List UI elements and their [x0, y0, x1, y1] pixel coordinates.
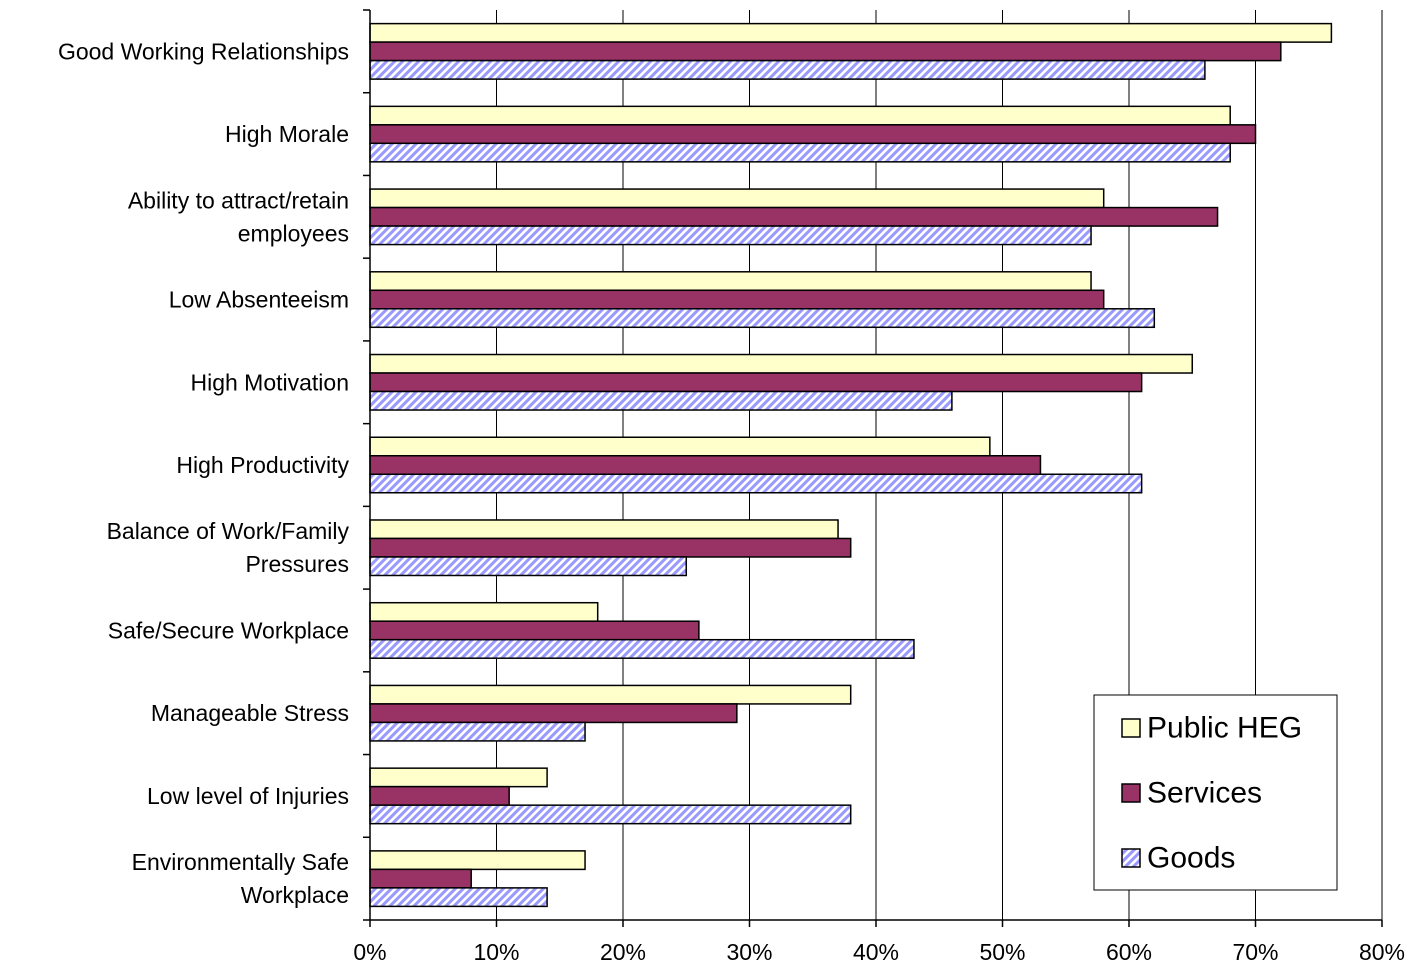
bar-goods [369, 308, 1156, 329]
x-tick-label: 10% [473, 939, 519, 965]
x-tick-label: 60% [1106, 939, 1152, 965]
bar-services [369, 703, 738, 724]
bar-public-heg [369, 519, 839, 540]
bar-public-heg [369, 601, 599, 622]
x-tick-label: 40% [853, 939, 899, 965]
category-labels: Good Working Relationships High Morale Abi… [58, 38, 350, 908]
category-label: Low level of Injuries [147, 783, 349, 809]
bar-services [369, 620, 700, 641]
bar-services [369, 41, 1282, 62]
bar-services [369, 537, 852, 558]
bar-goods [369, 887, 548, 908]
category-label: Manageable Stress [151, 700, 349, 726]
bar-services [369, 455, 1042, 475]
bar-services [369, 372, 1143, 393]
bar-public-heg [369, 105, 1231, 126]
bar-goods [369, 225, 1092, 246]
bar-goods [369, 59, 1206, 80]
bar-public-heg [369, 22, 1333, 43]
bar-goods [369, 556, 687, 577]
legend: Public HEG Services Goods [1093, 694, 1338, 891]
legend-label: Services [1147, 777, 1262, 810]
bar-services [369, 289, 1105, 310]
bar-goods [369, 804, 852, 825]
axes [363, 9, 1383, 927]
legend-swatch [1121, 783, 1141, 803]
category-label: High Productivity [176, 452, 349, 478]
bar-services [369, 124, 1257, 145]
x-tick-label: 30% [726, 939, 772, 965]
legend-label: Goods [1147, 842, 1235, 875]
bar-services [369, 868, 472, 889]
bar-public-heg [369, 271, 1092, 292]
bar-goods [369, 473, 1143, 494]
x-tick-label: 80% [1359, 939, 1405, 965]
bar-public-heg [369, 684, 852, 705]
bar-goods [369, 142, 1231, 163]
legend-swatch [1121, 718, 1141, 738]
x-tick-label: 20% [600, 939, 646, 965]
bar-public-heg [369, 436, 991, 457]
bar-public-heg [369, 767, 548, 788]
x-tick-label: 50% [979, 939, 1025, 965]
bars [369, 22, 1333, 908]
legend-swatch [1121, 848, 1141, 868]
category-label: Good Working Relationships [58, 38, 349, 64]
category-label: High Motivation [190, 369, 349, 395]
x-tick-labels: 0% 10% 20% 30% 40% 50% 60% 70% 80% [353, 939, 1405, 965]
bar-public-heg [369, 188, 1105, 209]
category-label: Environmentally Safe Workplace [132, 849, 349, 908]
category-label: Low Absenteeism [169, 287, 349, 313]
bar-services [369, 785, 510, 806]
bar-goods [369, 638, 915, 659]
x-tick-label: 0% [353, 939, 386, 965]
legend-label: Public HEG [1147, 712, 1302, 745]
bar-goods [369, 721, 586, 742]
category-label: High Morale [225, 121, 349, 147]
bar-public-heg [369, 850, 586, 871]
category-label: Safe/Secure Workplace [108, 617, 349, 643]
bar-goods [369, 390, 953, 411]
x-tick-label: 70% [1232, 939, 1278, 965]
bar-public-heg [369, 353, 1193, 374]
bar-services [369, 206, 1219, 227]
category-label: Ability to attract/retain employees [128, 187, 349, 246]
category-label: Balance of Work/Family Pressures [107, 518, 350, 577]
